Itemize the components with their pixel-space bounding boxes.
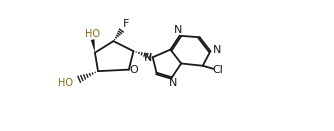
Text: O: O (130, 65, 139, 75)
Polygon shape (91, 39, 95, 53)
Text: N: N (144, 53, 152, 63)
Text: N: N (174, 25, 182, 35)
Text: Cl: Cl (213, 65, 223, 75)
Text: HO: HO (85, 29, 100, 39)
Text: F: F (123, 19, 129, 29)
Text: N: N (169, 78, 177, 88)
Text: N: N (212, 45, 221, 55)
Text: HO: HO (58, 78, 73, 88)
